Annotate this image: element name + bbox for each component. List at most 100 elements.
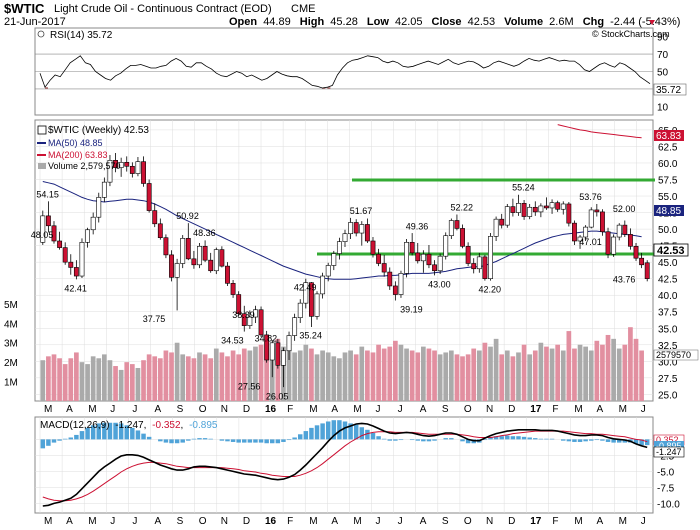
volume-bar (588, 350, 594, 401)
macd-hist-bar (426, 439, 432, 442)
volume-bar (510, 356, 516, 401)
candle (247, 310, 253, 329)
volume-bar (96, 358, 102, 401)
candle (600, 209, 605, 236)
volume-bar (286, 350, 292, 401)
candle (225, 262, 230, 286)
macd-month-label: M (44, 516, 52, 527)
candle-body (521, 203, 527, 217)
candle-body (157, 223, 163, 238)
macd-line (42, 422, 648, 507)
macd-hist-bar (387, 439, 393, 441)
candle-body (107, 160, 113, 183)
volume-bar (493, 338, 499, 401)
price-annotation: 42.41 (64, 283, 87, 293)
macd-month-label: M (619, 516, 627, 527)
chart-symbol: $WTIC (4, 1, 45, 16)
candle-body (555, 202, 561, 210)
candle-body (493, 218, 499, 237)
volume-bar (90, 356, 96, 401)
macd-month-label: J (376, 516, 381, 527)
macd-hist-bar (359, 427, 365, 440)
candle-body (253, 309, 258, 318)
volume-bar (191, 358, 197, 401)
macd-hist-bar (230, 439, 236, 442)
volume-bar (454, 354, 460, 401)
price-month-label: F (552, 404, 558, 415)
macd-hist-bar (242, 439, 247, 443)
macd-hist-bar (297, 434, 303, 440)
macd-hist-bar (337, 420, 342, 440)
macd-hist-bar (275, 439, 281, 444)
candle-body (409, 242, 415, 254)
volume-bar (476, 350, 482, 401)
price-tick-label: 42.5 (658, 275, 678, 286)
candle-body (348, 222, 354, 235)
volume-bar (348, 350, 353, 401)
volume-bar (504, 350, 510, 401)
candle (40, 210, 46, 245)
candle-body (146, 183, 152, 211)
candle-body (432, 264, 437, 272)
candle (415, 242, 421, 264)
candle-body (275, 342, 281, 366)
rsi-panel: RSI(14) 35.72 © StockCharts.com 90705030… (34, 27, 687, 116)
volume-bar (471, 348, 477, 401)
rsi-tick-label: 50 (657, 68, 669, 79)
price-annotation: 34.53 (221, 335, 244, 345)
candle-body (286, 335, 292, 352)
candle-body (488, 236, 493, 279)
candle (331, 250, 337, 271)
candle-body (57, 240, 63, 248)
candle (275, 338, 281, 369)
candle (460, 224, 465, 249)
macd-hist-bar (158, 439, 163, 442)
candle (281, 347, 286, 388)
macd-hist-bar (174, 439, 180, 444)
volume-bar (57, 358, 62, 401)
candle-body (415, 252, 421, 262)
macd-hist-bar (281, 439, 286, 442)
price-annotation: 35.24 (299, 331, 322, 341)
price-annotation: 52.00 (613, 204, 636, 214)
volume-bar (359, 346, 365, 401)
candle (51, 221, 57, 244)
volume-bar (152, 356, 158, 401)
price-month-label: D (243, 404, 250, 415)
candle (594, 203, 600, 217)
candle-body (588, 209, 594, 228)
volume-bar (616, 348, 622, 401)
price-tick-label: 45.0 (658, 258, 678, 269)
price-annotation: 27.56 (238, 381, 261, 391)
macd-month-label: A (155, 516, 162, 527)
candle (57, 231, 63, 250)
rsi-settings-icon[interactable] (37, 30, 45, 38)
price-month-label: J (398, 404, 403, 415)
volume-bar (208, 358, 214, 401)
macd-title-label: MACD(12,26,9) (40, 420, 109, 431)
price-tick-label: 37.5 (658, 308, 678, 319)
candle-body (208, 259, 214, 272)
candle (96, 192, 102, 223)
macd-month-label: 17 (530, 516, 542, 527)
macd-hist-bar (527, 437, 532, 440)
candle (253, 305, 258, 323)
ohlc-readout: Open 44.89 High 45.28 Low 42.05 Close 42… (229, 16, 680, 28)
macd-month-label: O (464, 516, 472, 527)
macd-hist-bar (107, 422, 113, 440)
candle (465, 242, 471, 267)
candle (202, 240, 208, 263)
candle-body (476, 256, 482, 270)
candle (588, 207, 594, 229)
candle (348, 217, 354, 240)
volume-bar (337, 358, 342, 401)
rsi-line (39, 55, 651, 89)
macd-month-label: S (177, 516, 184, 527)
price-annotation: 42.20 (479, 285, 502, 295)
candle-body (297, 302, 303, 318)
rsi-tick-label: 70 (657, 50, 669, 61)
open-value: 44.89 (263, 16, 291, 28)
candle (62, 242, 68, 265)
chart-instrument-name: Light Crude Oil - Continuous Contract (E… (54, 3, 272, 15)
price-month-label: J (132, 404, 137, 415)
